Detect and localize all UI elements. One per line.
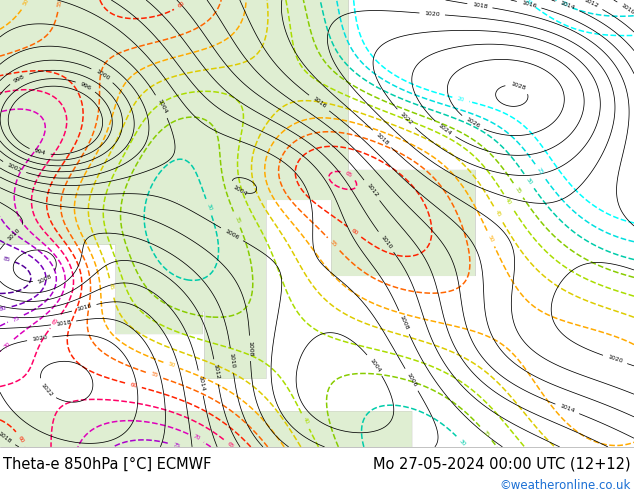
Text: 1000: 1000: [94, 69, 110, 81]
Text: 1018: 1018: [375, 132, 389, 146]
Text: 1004: 1004: [232, 184, 248, 196]
Text: 1014: 1014: [559, 0, 576, 11]
Text: 25: 25: [560, 0, 569, 8]
Text: 1022: 1022: [39, 382, 53, 397]
Text: 1004: 1004: [368, 357, 382, 373]
Text: 1016: 1016: [76, 303, 93, 312]
Text: 1024: 1024: [437, 122, 453, 136]
Text: 35: 35: [514, 186, 522, 195]
Text: 65: 65: [51, 317, 60, 326]
Text: 25: 25: [536, 167, 545, 176]
Text: 35: 35: [233, 215, 241, 224]
Text: 20: 20: [456, 96, 465, 103]
Text: 70: 70: [191, 434, 200, 442]
Text: 1010: 1010: [228, 353, 235, 368]
Text: 998: 998: [13, 74, 25, 83]
Text: 1006: 1006: [224, 228, 240, 240]
Text: 55: 55: [56, 0, 63, 7]
Text: 1016: 1016: [311, 97, 327, 110]
Text: 50: 50: [167, 362, 176, 369]
Text: 30: 30: [205, 203, 212, 212]
Text: 1018: 1018: [56, 319, 72, 327]
Text: 75: 75: [172, 442, 181, 449]
Text: 1010: 1010: [379, 234, 392, 249]
Text: 1008: 1008: [37, 273, 53, 285]
Text: 60: 60: [177, 0, 186, 9]
Text: 40: 40: [504, 197, 512, 206]
Text: 75: 75: [11, 315, 20, 322]
Text: 1010: 1010: [620, 2, 634, 15]
Text: 30: 30: [458, 438, 467, 447]
Text: 30: 30: [525, 177, 533, 186]
Text: 1020: 1020: [424, 11, 440, 17]
Text: 1020: 1020: [32, 335, 48, 342]
Text: 65: 65: [226, 441, 235, 449]
Text: 20: 20: [524, 0, 533, 6]
Text: 996: 996: [79, 81, 92, 91]
Text: 55: 55: [329, 240, 338, 248]
Text: 1012: 1012: [365, 182, 378, 198]
Text: 60: 60: [129, 382, 138, 389]
Text: 1022: 1022: [399, 111, 413, 126]
Text: ©weatheronline.co.uk: ©weatheronline.co.uk: [500, 479, 631, 490]
Text: 994: 994: [34, 148, 46, 156]
Text: 60: 60: [350, 228, 359, 236]
Text: 50: 50: [487, 234, 495, 243]
Text: 1016: 1016: [521, 0, 537, 9]
Text: Theta-e 850hPa [°C] ECMWF: Theta-e 850hPa [°C] ECMWF: [3, 457, 212, 472]
Text: 1012: 1012: [212, 364, 220, 380]
Text: 1004: 1004: [156, 98, 167, 115]
Text: 1008: 1008: [247, 341, 253, 356]
Text: 1028: 1028: [510, 81, 526, 91]
Text: 35: 35: [482, 429, 491, 438]
Text: 1014: 1014: [559, 404, 576, 414]
Text: 1006: 1006: [406, 372, 418, 388]
Text: 1008: 1008: [399, 315, 410, 331]
Text: 1026: 1026: [465, 117, 481, 129]
Text: 1018: 1018: [472, 2, 488, 9]
Text: 85: 85: [2, 256, 11, 263]
Text: 45: 45: [108, 283, 115, 291]
Text: Mo 27-05-2024 00:00 UTC (12+12): Mo 27-05-2024 00:00 UTC (12+12): [373, 457, 631, 472]
Text: 65: 65: [344, 171, 353, 179]
Text: 1012: 1012: [583, 0, 599, 9]
Text: 1002: 1002: [6, 162, 22, 173]
Text: 1020: 1020: [607, 355, 623, 365]
Text: 1018: 1018: [0, 431, 13, 444]
Text: 40: 40: [302, 416, 309, 426]
Text: 70: 70: [3, 341, 12, 349]
Text: 55: 55: [150, 371, 158, 379]
Text: 1010: 1010: [7, 227, 22, 242]
Text: 45: 45: [494, 209, 502, 219]
Text: 50: 50: [22, 0, 30, 7]
Text: 1014: 1014: [197, 375, 205, 391]
Text: 60: 60: [17, 435, 25, 443]
Text: 80: 80: [0, 305, 8, 312]
